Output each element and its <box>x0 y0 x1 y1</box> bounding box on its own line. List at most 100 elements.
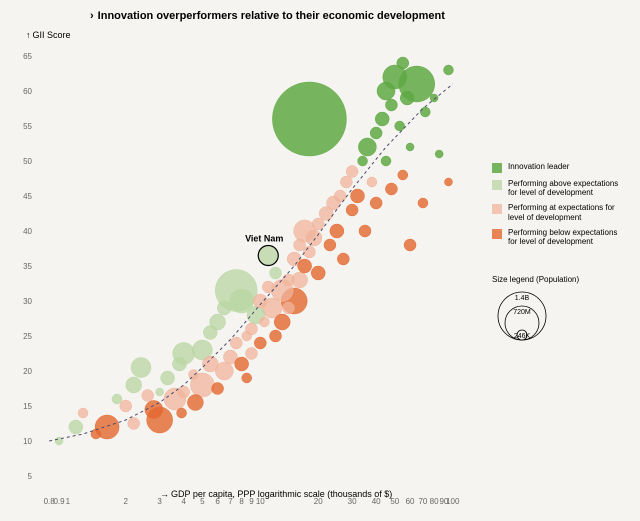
bubble <box>177 408 187 418</box>
bubble <box>254 337 266 349</box>
bubble <box>298 259 312 273</box>
bubble <box>312 218 324 230</box>
bubble <box>120 400 132 412</box>
bubble <box>400 91 414 105</box>
bubble <box>202 356 218 372</box>
y-tick-label: 65 <box>23 52 32 61</box>
bubble <box>377 82 395 100</box>
bubble <box>253 294 267 308</box>
bubble <box>161 371 175 385</box>
bubble <box>404 239 416 251</box>
bubble <box>430 94 438 102</box>
legend-label: Performing above expectations for level … <box>508 179 628 197</box>
x-tick-label: 50 <box>390 497 399 506</box>
legend-row: Performing below expectations for level … <box>492 228 632 246</box>
x-tick-label: 60 <box>406 497 415 506</box>
bubble <box>78 408 88 418</box>
bubble <box>270 267 282 279</box>
bubble <box>358 156 368 166</box>
bubble <box>142 390 154 402</box>
x-tick-label: 20 <box>314 497 323 506</box>
bubble <box>212 383 224 395</box>
legend-swatch <box>492 163 502 173</box>
bubble <box>272 82 346 156</box>
bubble <box>443 65 453 75</box>
y-tick-label: 60 <box>23 87 32 96</box>
bubble <box>259 317 269 327</box>
size-legend-title: Size legend (Population) <box>492 275 632 284</box>
legend-label: Performing at expectations for level of … <box>508 203 628 221</box>
y-tick-label: 5 <box>28 472 33 481</box>
bubble <box>282 274 294 286</box>
bubble <box>370 127 382 139</box>
bubble <box>385 183 397 195</box>
bubble <box>337 253 349 265</box>
bubble <box>189 370 199 380</box>
legend-row: Innovation leader <box>492 162 632 173</box>
legend-row: Performing above expectations for level … <box>492 179 632 197</box>
bubble <box>242 373 252 383</box>
bubble <box>156 388 164 396</box>
bubble <box>126 377 142 393</box>
bubble <box>145 401 163 419</box>
legend-swatch <box>492 229 502 239</box>
x-tick-label: 100 <box>446 497 460 506</box>
bubble <box>306 230 322 246</box>
bubble <box>406 143 414 151</box>
bubble <box>311 266 325 280</box>
bubble <box>346 204 358 216</box>
bubble <box>444 178 452 186</box>
y-tick-label: 15 <box>23 402 32 411</box>
bubble <box>324 239 336 251</box>
y-tick-label: 25 <box>23 332 32 341</box>
y-tick-label: 20 <box>23 367 32 376</box>
x-tick-label: 80 <box>430 497 439 506</box>
bubble <box>131 358 151 378</box>
y-tick-label: 10 <box>23 437 32 446</box>
legend-label: Performing below expectations for level … <box>508 228 628 246</box>
bubble <box>351 189 365 203</box>
y-tick-label: 55 <box>23 122 32 131</box>
y-tick-label: 50 <box>23 157 32 166</box>
legend-row: Performing at expectations for level of … <box>492 203 632 221</box>
bubble <box>203 326 217 340</box>
size-legend: Size legend (Population) 1.4B 720M 246K <box>492 275 632 352</box>
size-legend-graphic: 1.4B 720M 246K <box>492 290 572 350</box>
bubble <box>270 330 282 342</box>
bubble <box>398 170 408 180</box>
size-legend-label: 1.4B <box>515 295 530 302</box>
x-tick-label: 10 <box>256 497 265 506</box>
y-tick-label: 45 <box>23 192 32 201</box>
bubble <box>370 197 382 209</box>
x-tick-label: 6 <box>215 497 220 506</box>
legend-label: Innovation leader <box>508 162 569 171</box>
x-tick-label: 30 <box>348 497 357 506</box>
x-tick-label: 8 <box>239 497 244 506</box>
y-tick-label: 35 <box>23 262 32 271</box>
bubble <box>274 314 290 330</box>
bubble <box>282 302 294 314</box>
x-tick-label: 5 <box>200 497 205 506</box>
bubble <box>242 331 252 341</box>
size-legend-label: 246K <box>514 333 531 340</box>
bubble <box>367 177 377 187</box>
bubble <box>235 357 249 371</box>
y-tick-label: 30 <box>23 297 32 306</box>
bubble <box>418 198 428 208</box>
trend-line <box>49 84 453 441</box>
chart-container: ›Innovation overperformers relative to t… <box>0 0 640 521</box>
bubble <box>128 418 140 430</box>
bubble <box>69 420 83 434</box>
category-legend: Innovation leader Performing above expect… <box>492 162 632 252</box>
highlight-label: Viet Nam <box>245 234 283 244</box>
x-tick-label: 2 <box>124 497 129 506</box>
x-tick-label: 7 <box>228 497 233 506</box>
x-tick-label: 0.9 <box>53 497 65 506</box>
bubble <box>340 176 352 188</box>
bubble <box>187 395 203 411</box>
bubble <box>397 57 409 69</box>
size-legend-label: 720M <box>513 309 531 316</box>
x-tick-label: 40 <box>372 497 381 506</box>
x-tick-label: 4 <box>181 497 186 506</box>
legend-swatch <box>492 180 502 190</box>
